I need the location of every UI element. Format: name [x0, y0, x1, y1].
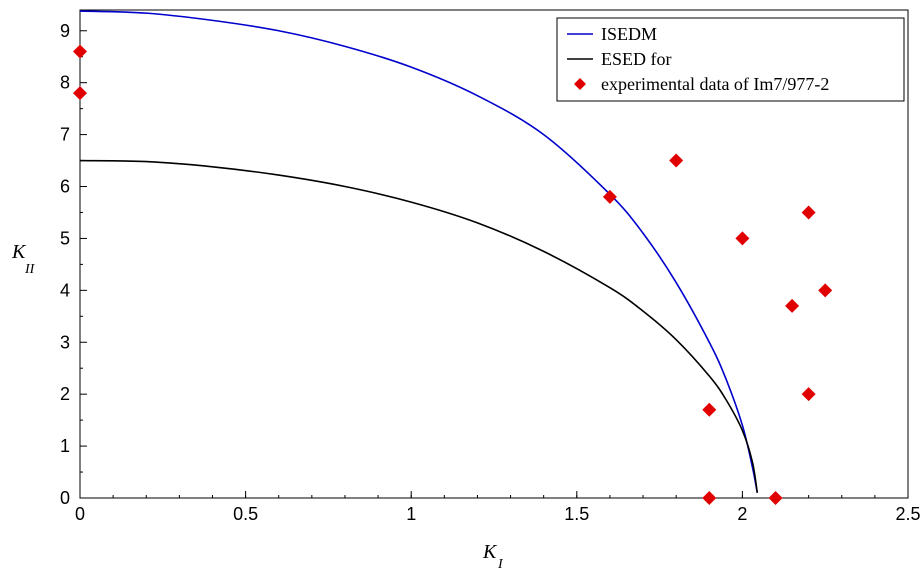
y-tick-label: 1: [60, 436, 70, 456]
y-tick-label: 3: [60, 332, 70, 352]
x-tick-label: 1.5: [564, 504, 589, 524]
y-tick-label: 5: [60, 228, 70, 248]
x-tick-label: 2: [737, 504, 747, 524]
data-point: [801, 387, 816, 402]
y-axis-label-subscript: II: [24, 262, 36, 277]
y-tick-label: 7: [60, 125, 70, 145]
data-point: [702, 491, 717, 505]
x-axis-label: K: [482, 541, 498, 563]
y-tick-label: 9: [60, 21, 70, 41]
x-tick-label: 0.5: [233, 504, 258, 524]
series-line-esed-for: [79, 159, 759, 493]
y-tick-label: 8: [60, 73, 70, 93]
series-line-isedm: [79, 10, 759, 493]
legend-entry: experimental data of Im7/977-2: [601, 74, 829, 94]
legend-box: [556, 17, 905, 102]
data-point: [602, 189, 617, 204]
x-axis: 0 0.5 1 1.5 2 2.5: [75, 491, 921, 524]
x-tick-label: 2.5: [895, 504, 920, 524]
y-tick-label: 4: [60, 280, 70, 300]
y-axis-label: K: [11, 241, 27, 263]
data-point: [73, 86, 87, 101]
x-axis-label-subscript: I: [497, 557, 504, 570]
x-tick-label: 1: [406, 504, 416, 524]
data-point: [768, 491, 783, 505]
data-point: [73, 44, 87, 59]
legend-entry: ESED for: [601, 49, 672, 69]
legend-swatch: [574, 78, 586, 90]
legend: ISEDM ESED for experimental data of Im7/97…: [556, 17, 905, 102]
data-point: [702, 402, 717, 417]
legend-entry: ISEDM: [601, 24, 657, 44]
data-point: [785, 298, 800, 313]
data-point: [801, 205, 816, 220]
axis-labels: K I K II: [11, 241, 504, 570]
y-axis: 0 1 2 3 4 5 6 7 8 9: [60, 21, 87, 508]
series-layer: [73, 10, 833, 505]
plot-area: [79, 9, 909, 499]
y-tick-label: 2: [60, 384, 70, 404]
data-point: [669, 153, 684, 168]
data-point: [735, 231, 750, 246]
data-point: [818, 283, 833, 298]
x-tick-label: 0: [75, 504, 85, 524]
y-tick-label: 0: [60, 488, 70, 508]
plot-frame: [79, 9, 909, 499]
y-tick-label: 6: [60, 177, 70, 197]
